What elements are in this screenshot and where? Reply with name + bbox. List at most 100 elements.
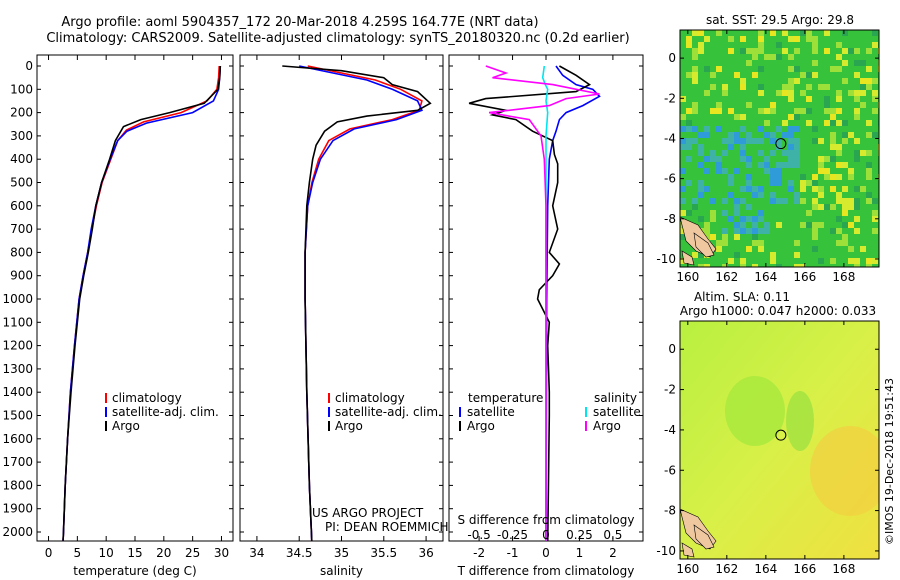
map-cell bbox=[758, 186, 764, 192]
map-cell bbox=[854, 48, 860, 54]
map-cell bbox=[818, 84, 824, 90]
map-cell bbox=[866, 84, 872, 90]
map-cell bbox=[740, 126, 746, 132]
x-tick-label: 35.5 bbox=[370, 546, 397, 560]
map-cell bbox=[818, 204, 824, 210]
legend-label: satellite bbox=[593, 405, 641, 419]
legend-label: satellite-adj. clim. bbox=[335, 405, 442, 419]
map-cell bbox=[854, 138, 860, 144]
map-cell bbox=[824, 168, 830, 174]
map-cell bbox=[812, 234, 818, 240]
map-cell bbox=[794, 138, 800, 144]
map-cell bbox=[836, 96, 842, 102]
map-cell bbox=[830, 144, 836, 150]
map-cell bbox=[866, 264, 872, 267]
map-cell bbox=[776, 264, 782, 267]
series-line-satellite-adj-clim- bbox=[62, 65, 222, 541]
map-cell bbox=[788, 132, 794, 138]
map-cell bbox=[842, 120, 848, 126]
map-cell bbox=[680, 126, 686, 132]
map-cell bbox=[848, 258, 854, 264]
map-cell bbox=[794, 144, 800, 150]
map-cell bbox=[692, 54, 698, 60]
map-cell bbox=[692, 78, 698, 84]
map-cell bbox=[860, 60, 866, 66]
map-cell bbox=[758, 126, 764, 132]
map-cell bbox=[830, 186, 836, 192]
map-cell bbox=[716, 168, 722, 174]
s-tick-label: -0.5 bbox=[467, 528, 490, 542]
map-cell bbox=[704, 36, 710, 42]
map-cell bbox=[836, 228, 842, 234]
y-tick-label: -8 bbox=[664, 212, 676, 226]
map-cell bbox=[722, 90, 728, 96]
map-cell bbox=[758, 138, 764, 144]
map-cell bbox=[752, 72, 758, 78]
map-cell bbox=[770, 150, 776, 156]
map-cell bbox=[710, 108, 716, 114]
map-cell bbox=[806, 36, 812, 42]
map-cell bbox=[752, 192, 758, 198]
map-cell bbox=[854, 216, 860, 222]
map-cell bbox=[722, 210, 728, 216]
map-cell bbox=[830, 66, 836, 72]
map-cell bbox=[794, 240, 800, 246]
title-line-1: Argo profile: aoml 5904357_172 20-Mar-20… bbox=[61, 15, 538, 30]
map-cell bbox=[848, 204, 854, 210]
map-cell bbox=[824, 156, 830, 162]
map-cell bbox=[770, 174, 776, 180]
map-cell bbox=[854, 60, 860, 66]
map-cell bbox=[788, 162, 794, 168]
map-cell bbox=[818, 222, 824, 228]
map-cell bbox=[710, 84, 716, 90]
map-cell bbox=[794, 162, 800, 168]
map-cell bbox=[686, 126, 692, 132]
map-cell bbox=[764, 162, 770, 168]
map-cell bbox=[788, 144, 794, 150]
map-cell bbox=[728, 144, 734, 150]
x-tick-label: 160 bbox=[676, 562, 699, 576]
map-cell bbox=[842, 132, 848, 138]
x-tick-label: 164 bbox=[754, 270, 777, 284]
map-cell bbox=[764, 120, 770, 126]
map-cell bbox=[722, 240, 728, 246]
map-cell bbox=[692, 138, 698, 144]
map-cell bbox=[740, 78, 746, 84]
map-cell bbox=[836, 150, 842, 156]
map-cell bbox=[782, 132, 788, 138]
map-cell bbox=[818, 186, 824, 192]
map-cell bbox=[842, 204, 848, 210]
map-cell bbox=[728, 108, 734, 114]
map-cell bbox=[740, 186, 746, 192]
map-cell bbox=[740, 156, 746, 162]
map-cell bbox=[680, 186, 686, 192]
map-cell bbox=[782, 30, 788, 36]
series-line-t-argo bbox=[468, 65, 592, 541]
map-cell bbox=[776, 168, 782, 174]
map-cell bbox=[716, 246, 722, 252]
map-cell bbox=[836, 120, 842, 126]
map-cell bbox=[704, 222, 710, 228]
map-cell bbox=[860, 186, 866, 192]
x-tick-label: 15 bbox=[127, 546, 142, 560]
map-cell bbox=[758, 90, 764, 96]
map-cell bbox=[770, 138, 776, 144]
map-cell bbox=[806, 84, 812, 90]
sla-map-panel: 160 162 164 166 168 0 -2 -4 -6 -8 -10 Altim. SLA: 0… bbox=[656, 290, 880, 576]
map-cell bbox=[758, 108, 764, 114]
map-cell bbox=[680, 96, 686, 102]
map-cell bbox=[782, 162, 788, 168]
map-cell bbox=[824, 108, 830, 114]
map-cell bbox=[770, 54, 776, 60]
map-cell bbox=[848, 48, 854, 54]
map-cell bbox=[692, 72, 698, 78]
map-cell bbox=[704, 66, 710, 72]
map-cell bbox=[782, 90, 788, 96]
map-cell bbox=[854, 114, 860, 120]
map-cell bbox=[812, 48, 818, 54]
map-cell bbox=[752, 54, 758, 60]
y-tick-label: 900 bbox=[10, 269, 33, 283]
x-tick-label: 1 bbox=[576, 546, 584, 560]
map-cell bbox=[746, 186, 752, 192]
map-cell bbox=[704, 186, 710, 192]
